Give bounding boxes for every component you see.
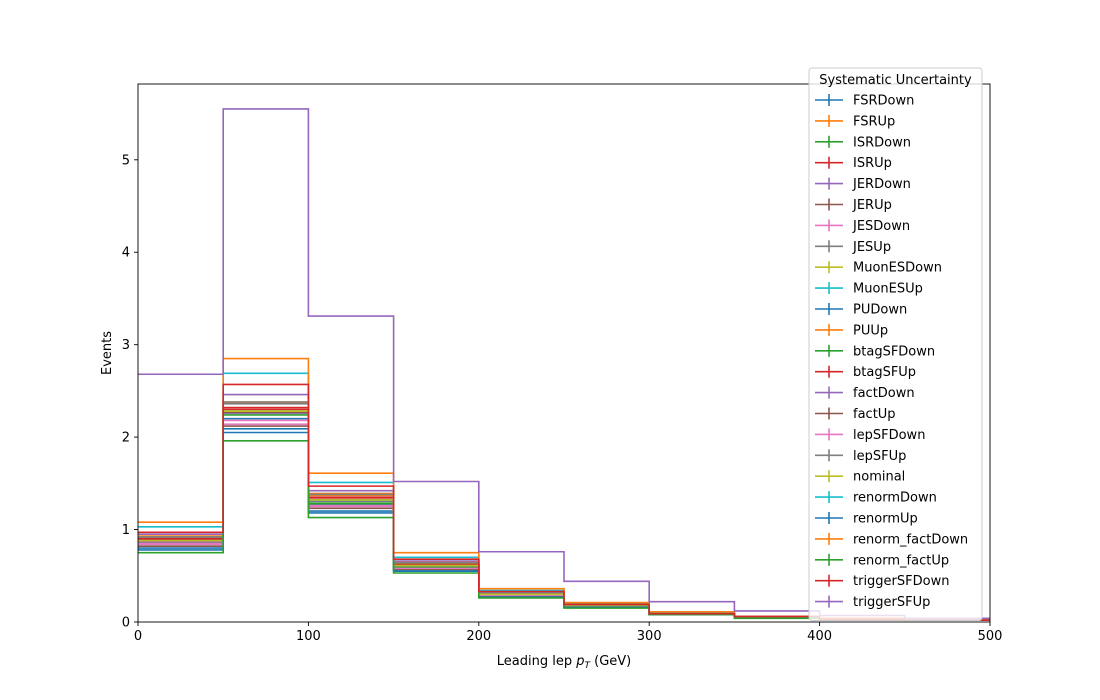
- legend-label-PUUp: PUUp: [853, 323, 888, 338]
- legend-label-renormDown: renormDown: [853, 491, 937, 506]
- legend-item-triggerSFDown: triggerSFDown: [815, 574, 949, 589]
- legend: Systematic Uncertainty FSRDown FSRUp ISRDow…: [808, 67, 983, 621]
- legend-label-JERUp: JERUp: [852, 198, 892, 213]
- legend-item-factDown: factDown: [815, 386, 915, 401]
- legend-item-FSRDown: FSRDown: [815, 94, 914, 109]
- legend-label-renormUp: renormUp: [853, 512, 918, 527]
- legend-item-JERUp: JERUp: [815, 198, 892, 213]
- y-tick-label-3: 3: [122, 338, 130, 353]
- x-tick-label-200: 200: [466, 629, 491, 644]
- x-axis-label-text: Leading lep: [497, 654, 576, 669]
- legend-label-renorm_factUp: renorm_factUp: [853, 553, 949, 568]
- axes: 0 100 200 300 400 500 0 1 2 3 4 5 Leading lep pT (Ge…: [100, 83, 1003, 671]
- y-axis-label: Events: [100, 331, 115, 375]
- legend-item-renormDown: renormDown: [815, 491, 937, 506]
- x-tick-label-500: 500: [978, 629, 1003, 644]
- legend-item-renormUp: renormUp: [815, 512, 918, 527]
- legend-item-ISRDown: ISRDown: [815, 135, 911, 150]
- legend-item-MuonESDown: MuonESDown: [815, 261, 942, 276]
- legend-label-FSRDown: FSRDown: [853, 94, 914, 109]
- y-tick-label-5: 5: [122, 153, 130, 168]
- legend-title: Systematic Uncertainty: [819, 73, 972, 88]
- legend-label-MuonESUp: MuonESUp: [853, 282, 923, 297]
- legend-item-PUDown: PUDown: [815, 303, 907, 318]
- y-tick-label-4: 4: [122, 246, 130, 261]
- legend-label-ISRUp: ISRUp: [853, 156, 892, 171]
- legend-label-btagSFUp: btagSFUp: [853, 365, 916, 380]
- x-tick-label-300: 300: [637, 629, 662, 644]
- legend-label-PUDown: PUDown: [853, 303, 907, 318]
- y-tick-label-0: 0: [122, 616, 130, 631]
- legend-label-nominal: nominal: [853, 470, 905, 485]
- legend-item-lepSFDown: lepSFDown: [815, 428, 925, 443]
- x-tick-label-400: 400: [807, 629, 832, 644]
- x-axis-label-unit: (GeV): [590, 654, 631, 669]
- x-tick-label-100: 100: [296, 629, 321, 644]
- legend-item-MuonESUp: MuonESUp: [815, 282, 923, 297]
- x-axis-label-math: p: [575, 654, 584, 669]
- y-tick-label-2: 2: [122, 431, 130, 446]
- legend-label-lepSFDown: lepSFDown: [853, 428, 925, 443]
- legend-item-FSRUp: FSRUp: [815, 114, 895, 129]
- legend-label-triggerSFUp: triggerSFUp: [853, 595, 930, 610]
- legend-item-JESDown: JESDown: [815, 219, 910, 234]
- legend-label-ISRDown: ISRDown: [853, 135, 911, 150]
- legend-item-JERDown: JERDown: [815, 177, 911, 192]
- legend-label-FSRUp: FSRUp: [853, 114, 895, 129]
- legend-item-btagSFDown: btagSFDown: [815, 344, 935, 359]
- legend-item-lepSFUp: lepSFUp: [815, 449, 906, 464]
- legend-item-JESUp: JESUp: [815, 240, 891, 255]
- legend-item-PUUp: PUUp: [815, 323, 888, 338]
- legend-item-ISRUp: ISRUp: [815, 156, 892, 171]
- legend-label-btagSFDown: btagSFDown: [853, 344, 935, 359]
- legend-label-MuonESDown: MuonESDown: [853, 261, 942, 276]
- legend-label-lepSFUp: lepSFUp: [853, 449, 906, 464]
- legend-label-triggerSFDown: triggerSFDown: [853, 574, 949, 589]
- x-axis-label: Leading lep pT (GeV): [497, 654, 631, 671]
- axes-frame: [137, 83, 991, 623]
- legend-item-nominal: nominal: [815, 470, 905, 485]
- y-tick-label-1: 1: [122, 523, 130, 538]
- legend-box: [808, 67, 983, 621]
- legend-label-JESDown: JESDown: [852, 219, 910, 234]
- legend-label-renorm_factDown: renorm_factDown: [853, 532, 968, 547]
- legend-label-factDown: factDown: [853, 386, 915, 401]
- legend-label-JERDown: JERDown: [852, 177, 911, 192]
- legend-item-triggerSFUp: triggerSFUp: [815, 595, 930, 610]
- legend-label-JESUp: JESUp: [852, 240, 891, 255]
- legend-item-factUp: factUp: [815, 407, 896, 422]
- x-tick-label-0: 0: [134, 629, 142, 644]
- legend-item-btagSFUp: btagSFUp: [815, 365, 916, 380]
- legend-label-factUp: factUp: [853, 407, 896, 422]
- legend-item-renorm_factDown: renorm_factDown: [815, 532, 968, 547]
- legend-item-renorm_factUp: renorm_factUp: [815, 553, 949, 568]
- x-axis-label-subscript: T: [584, 661, 591, 671]
